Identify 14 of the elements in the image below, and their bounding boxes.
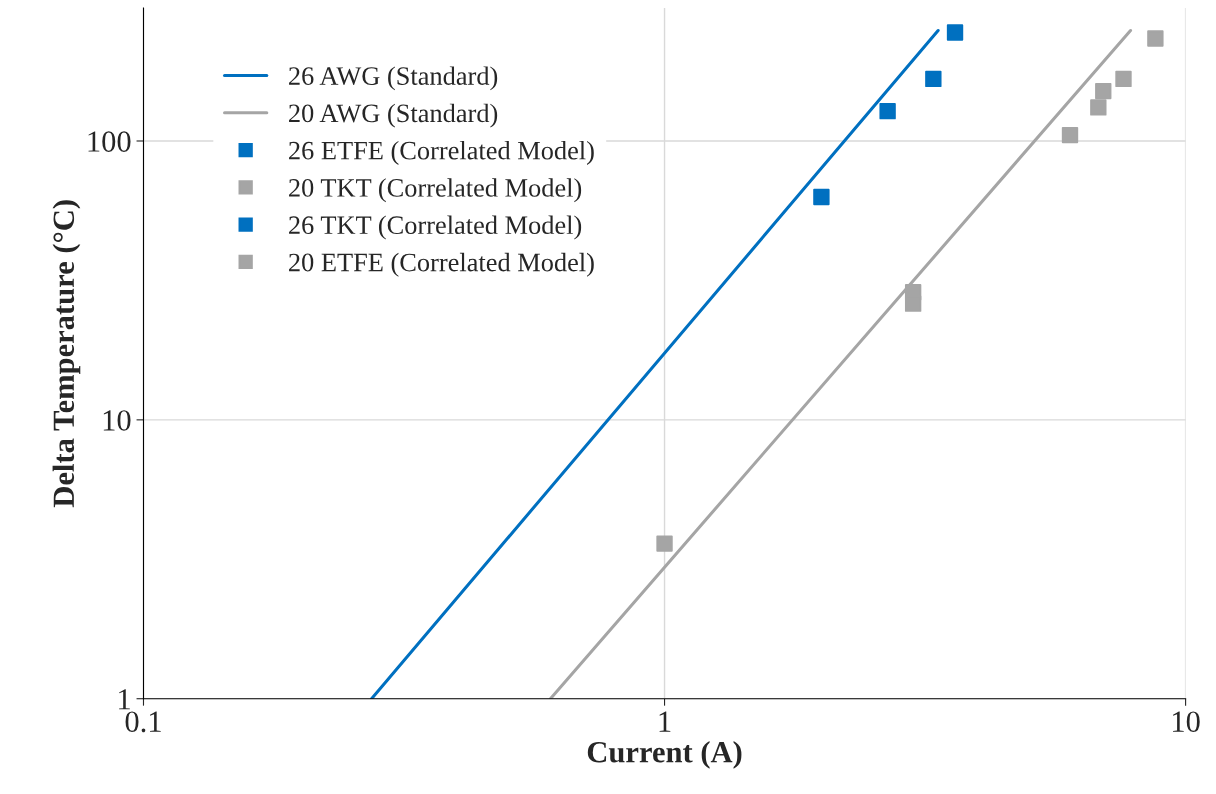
x-tick-label: 1 bbox=[659, 711, 671, 732]
y-tick-label: 100 bbox=[88, 131, 131, 152]
y-tick-label: 10 bbox=[103, 410, 131, 431]
x-tick-label: 10 bbox=[1173, 711, 1200, 733]
legend-label: 26 TKT (Correlated Model) bbox=[289, 215, 582, 240]
y-axis-title: Delta Temperature (°C) bbox=[52, 200, 81, 508]
y-tick-label: 1 bbox=[119, 689, 130, 710]
legend-label: 26 ETFE (Correlated Model) bbox=[289, 140, 594, 165]
legend-label: 26 AWG (Standard) bbox=[289, 66, 498, 91]
legend-label: 20 AWG (Standard) bbox=[289, 103, 498, 128]
x-tick-label: 0.1 bbox=[125, 711, 161, 733]
legend-label: 20 TKT (Correlated Model) bbox=[289, 178, 582, 203]
x-axis-title: Current (A) bbox=[587, 741, 742, 769]
legend-label: 20 ETFE (Correlated Model) bbox=[289, 252, 594, 277]
